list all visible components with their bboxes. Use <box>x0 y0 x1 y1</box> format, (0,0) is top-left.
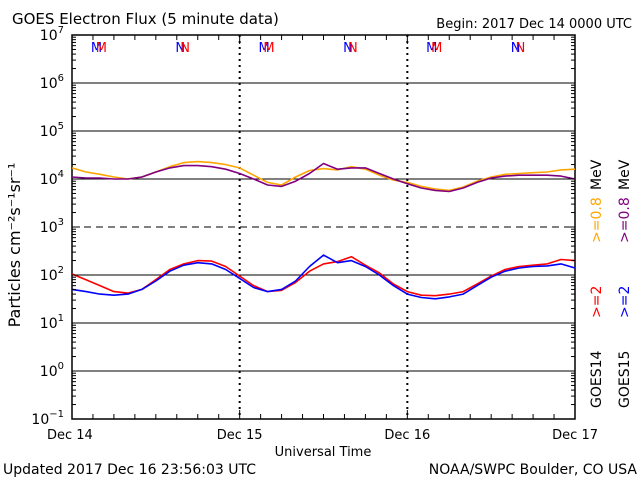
legend-goes14-08mev: >=0.8 <box>589 197 605 243</box>
mn-marker-label: N <box>511 41 521 56</box>
mn-marker-label: N <box>180 41 190 56</box>
updated-timestamp: Updated 2017 Dec 16 23:56:03 UTC <box>3 462 256 478</box>
legend-mev-unit-2: MeV <box>617 159 633 190</box>
series-line-2 <box>71 255 576 297</box>
legend-goes15-2mev: >=2 <box>617 286 633 318</box>
x-tick-label: Dec 15 <box>217 428 263 443</box>
mn-marker-label: M <box>431 41 442 56</box>
y-tick-label: 103 <box>40 217 64 236</box>
y-tick-label: 100 <box>40 361 64 380</box>
legend-goes15-08mev: >=0.8 <box>617 197 633 243</box>
grid-layer <box>72 82 575 372</box>
chart-title: GOES Electron Flux (5 minute data) <box>12 10 279 28</box>
mn-marker-label: N <box>348 41 358 56</box>
mn-marker-label: N <box>343 41 353 56</box>
x-tick-label: Dec 16 <box>384 428 430 443</box>
y-tick-label: 105 <box>40 121 64 140</box>
credit-text: NOAA/SWPC Boulder, CO USA <box>429 462 638 478</box>
day-divider-layer <box>238 35 409 419</box>
x-axis-label: Universal Time <box>275 445 372 460</box>
y-tick-label: 106 <box>40 73 64 92</box>
mn-marker-layer: MM NN MM NN MM NN <box>91 41 526 56</box>
x-tick-layer: Dec 14 Dec 15 Dec 16 Dec 17 <box>47 35 598 443</box>
mn-marker-label: M <box>91 41 102 56</box>
x-tick-label: Dec 17 <box>552 428 598 443</box>
series-line-1 <box>71 162 576 193</box>
series-line-3 <box>71 254 576 300</box>
y-tick-label: 104 <box>40 169 64 188</box>
y-tick-label: 101 <box>40 313 64 332</box>
series-layer <box>71 160 576 300</box>
x-tick-label: Dec 14 <box>47 428 93 443</box>
series-line-0 <box>71 160 576 192</box>
y-tick-label: 107 <box>40 25 64 44</box>
legend-mev-unit-1: MeV <box>589 159 605 190</box>
mn-marker-label: N <box>175 41 185 56</box>
legend-goes14-2mev: >=2 <box>589 286 605 318</box>
mn-marker-label: M <box>263 41 274 56</box>
legend-goes15-label: GOES15 <box>617 351 633 408</box>
mn-marker-label: M <box>426 41 437 56</box>
begin-label: Begin: 2017 Dec 14 0000 UTC <box>436 17 632 32</box>
mn-marker-label: N <box>516 41 526 56</box>
legend-goes14-label: GOES14 <box>589 350 605 408</box>
mn-marker-label: M <box>96 41 107 56</box>
y-axis-label: Particles cm⁻²s⁻¹sr⁻¹ <box>5 163 24 328</box>
y-tick-layer: 107 106 105 104 103 102 101 100 10−1 <box>31 25 575 428</box>
y-tick-label: 10−1 <box>31 409 64 428</box>
mn-marker-label: M <box>259 41 270 56</box>
y-tick-label: 102 <box>40 265 64 284</box>
legend: GOES14 GOES15 >=2 >=2 >=0.8 >=0.8 MeV Me… <box>589 159 633 408</box>
